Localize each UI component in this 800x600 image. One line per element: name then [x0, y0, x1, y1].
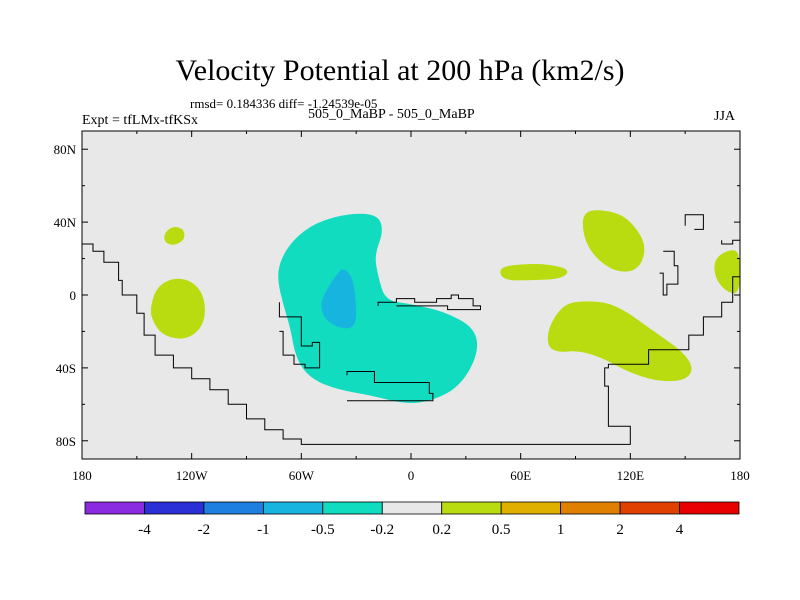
coastline-outline — [278, 302, 321, 369]
colorbar-label: -2 — [198, 522, 211, 538]
stats-label: rmsd= 0.184336 diff= -1.24539e-05 — [190, 96, 378, 111]
colorbar-label: -4 — [138, 522, 151, 538]
contour-region-east-pacific-positive — [150, 278, 206, 339]
contour-region-indian-ocean-positive — [547, 301, 692, 382]
case-label: 505_0_MaBP - 505_0_MaBP — [308, 107, 475, 122]
contour-region-arabia-small-positive — [500, 264, 568, 281]
colorbar-swatch — [619, 501, 680, 515]
coastline-outline — [721, 239, 740, 245]
y-tick-label: 0 — [70, 288, 77, 303]
colorbar-label: -0.2 — [370, 522, 394, 538]
colorbar-swatch — [560, 501, 621, 515]
x-tick-label: 60E — [510, 468, 531, 483]
x-tick-label: 180 — [730, 468, 750, 483]
colorbar-swatch — [441, 501, 502, 515]
coastline-outline — [377, 294, 481, 311]
coastline-outline — [82, 240, 740, 445]
x-tick-label: 180 — [72, 468, 92, 483]
contour-region-east-asia-positive — [582, 210, 645, 272]
experiment-label: Expt = tfLMx-tfKSx — [82, 113, 198, 128]
x-tick-label: 60W — [289, 468, 315, 483]
y-tick-label: 40N — [54, 215, 77, 230]
chart-title: Velocity Potential at 200 hPa (km2/s) — [175, 54, 625, 87]
x-tick-label: 120E — [617, 468, 645, 483]
colorbar-label: 0.2 — [432, 522, 451, 538]
y-tick-label: 40S — [56, 361, 76, 376]
coastline-outline — [346, 371, 434, 402]
x-tick-label: 0 — [408, 468, 415, 483]
coastline-outline — [684, 214, 704, 230]
x-tick-label: 120W — [176, 468, 209, 483]
colorbar-label: 4 — [676, 522, 684, 538]
y-tick-label: 80S — [56, 434, 76, 449]
colorbar-label: -1 — [257, 522, 270, 538]
y-tick-label: 80N — [54, 142, 77, 157]
colorbar-swatch — [679, 501, 740, 515]
contour-region-south-america-core-negative — [321, 269, 357, 329]
colorbar-swatch — [144, 501, 205, 515]
colorbar-swatch — [203, 501, 264, 515]
contour-region-central-pacific-small-positive — [164, 227, 185, 245]
colorbar-swatch — [262, 501, 324, 515]
colorbar-swatch — [500, 501, 562, 515]
colorbar-label: 1 — [557, 522, 565, 538]
contour-region-pacific-east-edge-positive — [714, 250, 740, 294]
colorbar-swatch — [381, 501, 443, 515]
colorbar-swatch — [84, 501, 145, 515]
colorbar-label: -0.5 — [311, 522, 335, 538]
coastline-outline — [659, 250, 679, 296]
colorbar-label: 2 — [616, 522, 624, 538]
colorbar-label: 0.5 — [492, 522, 511, 538]
contour-region-americas-atlantic-negative — [278, 213, 478, 404]
colorbar-swatch — [322, 501, 383, 515]
season-label: JJA — [714, 109, 736, 124]
